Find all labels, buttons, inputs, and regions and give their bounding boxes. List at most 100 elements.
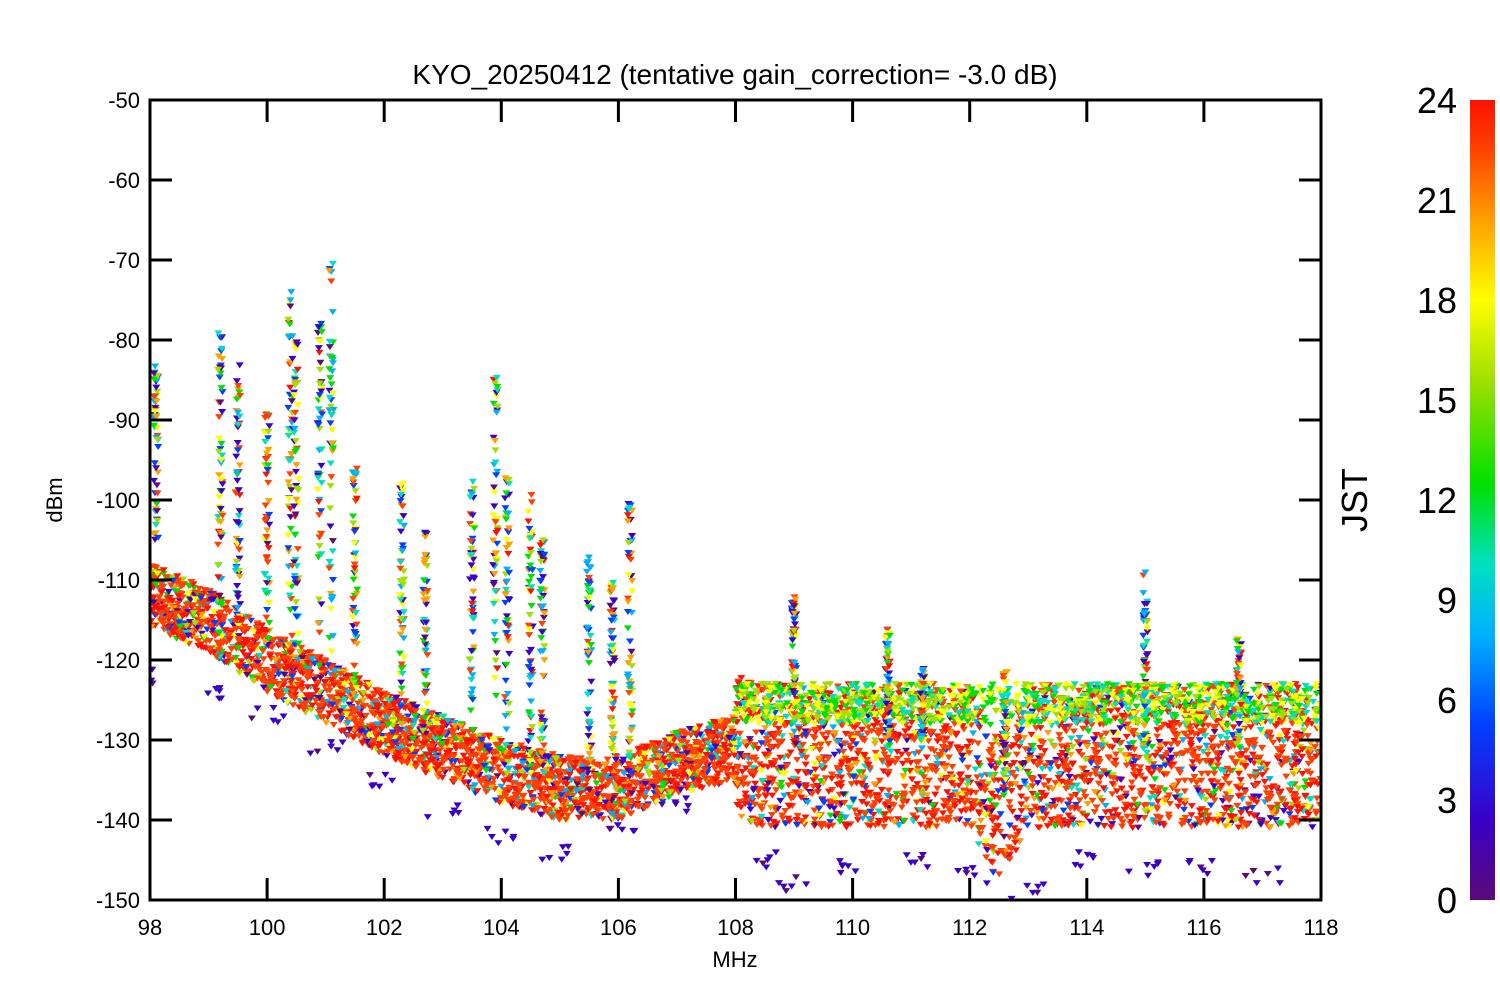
scatter-point: [633, 796, 642, 803]
scatter-point: [163, 624, 172, 631]
scatter-point: [1052, 816, 1061, 823]
scatter-point: [658, 798, 667, 805]
scatter-point: [618, 759, 627, 766]
scatter-point: [1174, 778, 1183, 785]
scatter-point: [1153, 798, 1162, 805]
scatter-point: [1104, 694, 1113, 701]
scatter-point: [417, 744, 426, 751]
scatter-point: [361, 712, 370, 719]
scatter-point: [1156, 785, 1165, 792]
scatter-point: [707, 755, 716, 762]
scatter-point: [603, 756, 612, 763]
scatter-point: [1186, 729, 1195, 736]
scatter-point: [303, 668, 312, 675]
scatter-point: [883, 771, 892, 778]
scatter-point: [1195, 745, 1204, 752]
scatter-point: [276, 663, 285, 670]
scatter-point: [1237, 782, 1246, 789]
scatter-point: [658, 772, 667, 779]
scatter-point: [1028, 742, 1037, 749]
scatter-point: [346, 694, 355, 701]
scatter-point: [1281, 801, 1290, 808]
scatter-point: [202, 588, 211, 595]
scatter-point: [281, 659, 290, 666]
scatter-point: [533, 805, 542, 812]
scatter-point: [916, 821, 925, 828]
scatter-point: [727, 725, 736, 732]
scatter-point: [263, 688, 272, 695]
scatter-point: [1233, 802, 1242, 809]
scatter-point: [220, 613, 229, 620]
scatter-point: [1091, 767, 1100, 774]
scatter-point: [1217, 782, 1226, 789]
scatter-point: [987, 858, 996, 865]
scatter-point: [1017, 793, 1026, 800]
scatter-point: [1210, 770, 1219, 777]
scatter-point: [870, 740, 879, 747]
scatter-point: [1227, 755, 1236, 762]
scatter-point: [855, 747, 864, 754]
scatter-point: [1164, 757, 1173, 764]
scatter-point: [958, 796, 967, 803]
scatter-point: [899, 817, 908, 824]
scatter-point: [1111, 715, 1120, 722]
scatter-point: [850, 807, 859, 814]
scatter-point: [1232, 816, 1241, 823]
scatter-point: [811, 729, 820, 736]
scatter-point: [247, 655, 256, 662]
scatter-point: [1127, 802, 1136, 809]
scatter-point: [1221, 776, 1230, 783]
scatter-point: [858, 815, 867, 822]
scatter-point: [706, 779, 715, 786]
scatter-point: [1277, 762, 1286, 769]
scatter-point: [1116, 816, 1125, 823]
scatter-point: [993, 815, 1002, 822]
scatter-point: [1114, 812, 1123, 819]
scatter-point: [772, 787, 781, 794]
scatter-point: [427, 747, 436, 754]
scatter-point: [963, 764, 972, 771]
scatter-point: [1057, 743, 1066, 750]
scatter-point: [1068, 760, 1077, 767]
scatter-point: [655, 753, 664, 760]
scatter-point: [1017, 808, 1026, 815]
scatter-point: [1155, 767, 1164, 774]
scatter-point: [847, 781, 856, 788]
scatter-point: [691, 782, 700, 789]
scatter-point: [1128, 729, 1137, 736]
scatter-point: [1046, 738, 1055, 745]
scatter-point: [389, 719, 398, 726]
scatter-point: [1207, 778, 1216, 785]
scatter-point: [996, 828, 1005, 835]
scatter-point: [649, 783, 658, 790]
scatter-point: [193, 624, 202, 631]
scatter-point: [1243, 738, 1252, 745]
scatter-point: [1066, 751, 1075, 758]
scatter-point: [1055, 814, 1064, 821]
scatter-point: [816, 741, 825, 748]
scatter-point: [869, 811, 878, 818]
scatter-point: [699, 772, 708, 779]
scatter-point: [751, 742, 760, 749]
scatter-point: [1180, 777, 1189, 784]
scatter-point: [394, 749, 403, 756]
scatter-point: [1128, 763, 1137, 770]
scatter-point: [836, 704, 845, 711]
scatter-point: [562, 781, 571, 788]
scatter-point: [270, 668, 279, 675]
scatter-point: [979, 799, 988, 806]
scatter-point: [1074, 748, 1083, 755]
scatter-point: [1234, 824, 1243, 831]
scatter-point: [1055, 819, 1064, 826]
scatter-point: [1280, 758, 1289, 765]
scatter-point: [886, 808, 895, 815]
scatter-point: [925, 817, 934, 824]
scatter-point: [917, 790, 926, 797]
scatter-point: [968, 695, 977, 702]
scatter-point: [1136, 788, 1145, 795]
scatter-point: [1249, 793, 1258, 800]
scatter-point: [189, 612, 198, 619]
scatter-point: [1113, 707, 1122, 714]
scatter-point: [1092, 804, 1101, 811]
scatter-point: [1090, 789, 1099, 796]
